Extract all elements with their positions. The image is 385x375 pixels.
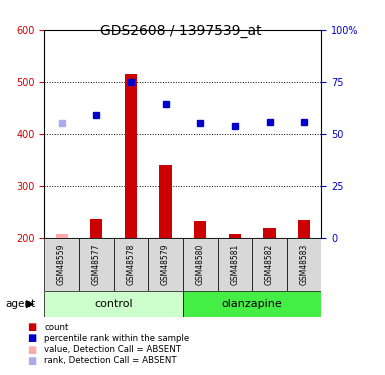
Bar: [44, 238, 79, 291]
Text: GSM48559: GSM48559: [57, 244, 66, 285]
Text: GSM48583: GSM48583: [300, 244, 309, 285]
Bar: [125, 74, 137, 238]
Text: olanzapine: olanzapine: [222, 299, 283, 309]
Bar: [79, 238, 114, 291]
Bar: [183, 238, 218, 291]
Text: value, Detection Call = ABSENT: value, Detection Call = ABSENT: [44, 345, 181, 354]
Bar: [229, 234, 241, 238]
Bar: [183, 291, 321, 317]
Text: GSM48579: GSM48579: [161, 244, 170, 285]
Text: count: count: [44, 322, 69, 332]
Bar: [218, 238, 252, 291]
Text: ■: ■: [27, 356, 36, 366]
Bar: [287, 238, 321, 291]
Text: GSM48582: GSM48582: [265, 244, 274, 285]
Text: percentile rank within the sample: percentile rank within the sample: [44, 334, 189, 343]
Text: ■: ■: [27, 333, 36, 343]
Bar: [55, 234, 68, 238]
Text: GSM48577: GSM48577: [92, 244, 101, 285]
Text: rank, Detection Call = ABSENT: rank, Detection Call = ABSENT: [44, 356, 177, 365]
Bar: [159, 165, 172, 238]
Bar: [148, 238, 183, 291]
Text: ■: ■: [27, 322, 36, 332]
Bar: [252, 238, 287, 291]
Bar: [114, 238, 148, 291]
Text: GSM48578: GSM48578: [126, 244, 136, 285]
Text: ■: ■: [27, 345, 36, 354]
Text: GSM48581: GSM48581: [230, 244, 239, 285]
Bar: [90, 219, 102, 238]
Text: control: control: [94, 299, 133, 309]
Text: GSM48580: GSM48580: [196, 244, 205, 285]
Text: agent: agent: [6, 299, 36, 309]
Text: ▶: ▶: [26, 299, 34, 309]
Bar: [194, 222, 206, 238]
Bar: [44, 291, 183, 317]
Text: GDS2608 / 1397539_at: GDS2608 / 1397539_at: [100, 24, 262, 38]
Bar: [263, 228, 276, 238]
Bar: [298, 220, 310, 238]
